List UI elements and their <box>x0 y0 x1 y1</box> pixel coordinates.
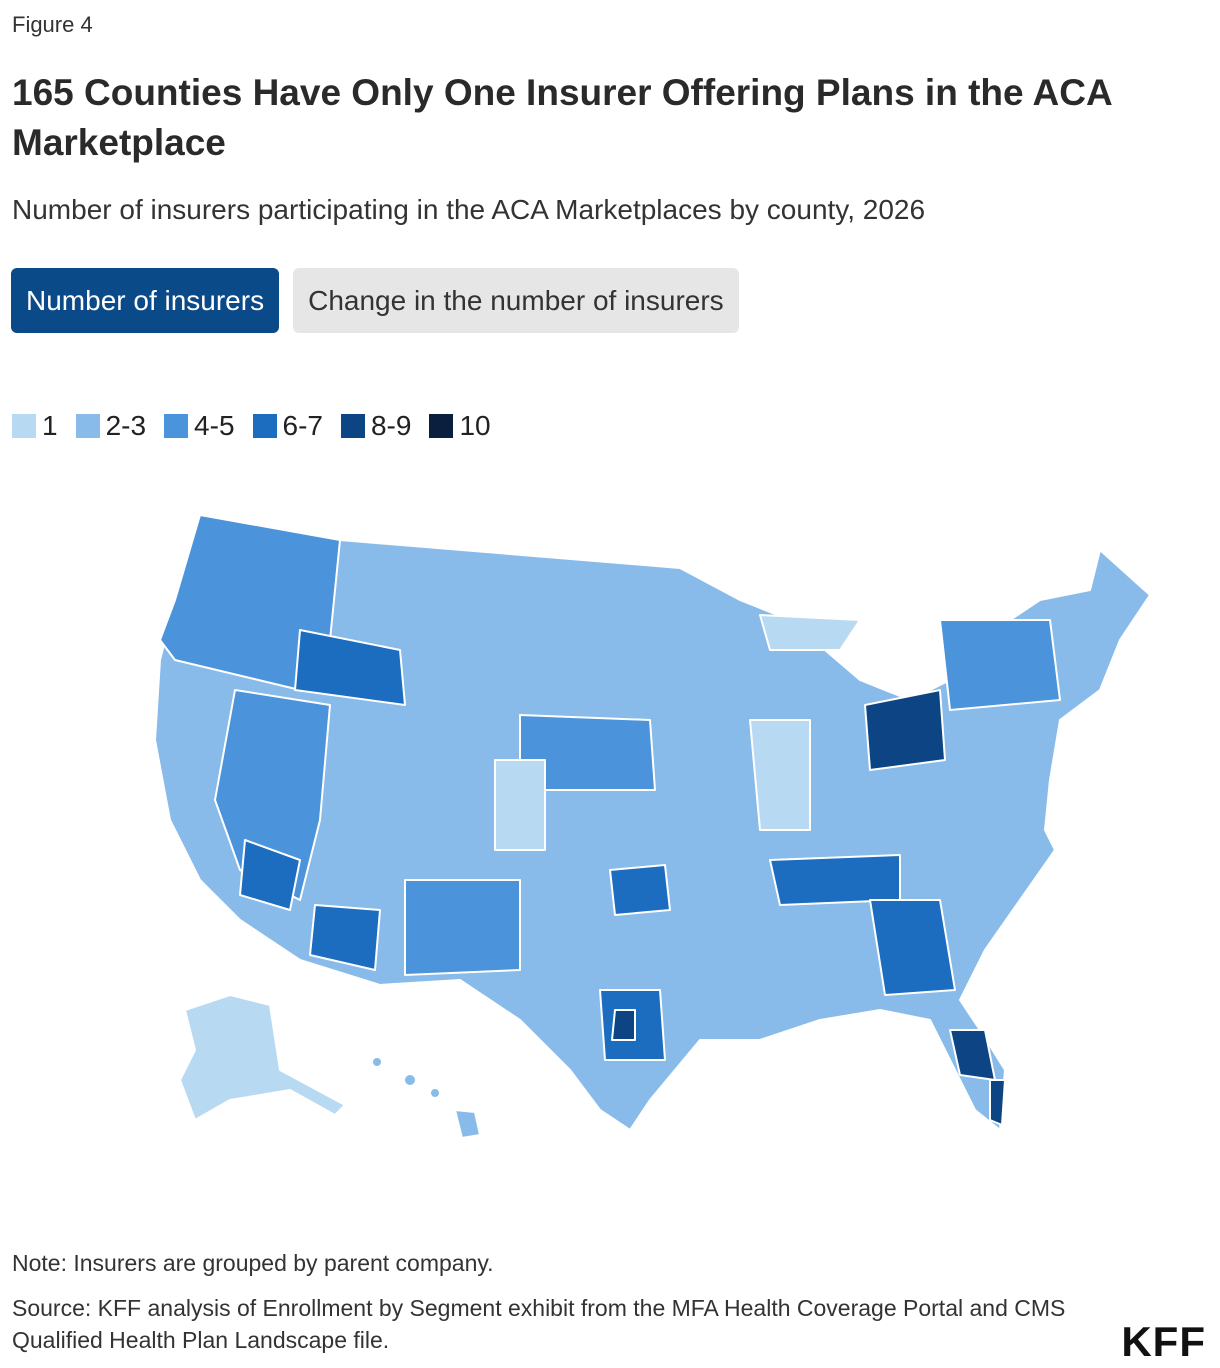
region <box>494 759 546 851</box>
tab-button[interactable]: Change in the number of insurers <box>293 268 739 333</box>
hawaii <box>371 1056 383 1068</box>
region <box>869 899 956 996</box>
note: Note: Insurers are grouped by parent com… <box>12 1250 494 1276</box>
region <box>309 904 381 971</box>
legend-label: 10 <box>459 410 491 441</box>
map <box>154 514 1151 1139</box>
region <box>939 619 1061 711</box>
legend-swatch <box>429 414 454 438</box>
legend-label: 6-7 <box>282 410 323 441</box>
region <box>769 854 901 906</box>
hawaii <box>429 1087 441 1099</box>
source: Source: KFF analysis of Enrollment by Se… <box>12 1295 1066 1353</box>
legend-swatch <box>252 414 277 438</box>
subtitle: Number of insurers participating in the … <box>12 194 926 225</box>
legend-swatch <box>12 414 36 438</box>
legend: 1 2-3 4-5 6-7 8-9 10 <box>12 410 509 442</box>
tab-button[interactable]: Number of insurers <box>11 268 280 333</box>
region <box>759 614 861 651</box>
logo: KFF <box>1121 1318 1206 1365</box>
legend-label: 1 <box>42 410 58 441</box>
region <box>294 629 406 706</box>
legend-label: 8-9 <box>370 410 412 441</box>
legend-item: 1 <box>12 410 58 442</box>
figure-label: Figure 4 <box>12 12 93 37</box>
legend-item: 2-3 <box>75 410 147 442</box>
region <box>609 864 671 916</box>
region <box>989 1079 1006 1126</box>
region <box>611 1009 636 1041</box>
legend-item: 4-5 <box>164 410 235 442</box>
legend-item: 10 <box>429 410 491 442</box>
region <box>404 879 521 976</box>
region <box>159 514 341 691</box>
legend-item: 6-7 <box>252 410 323 442</box>
legend-item: 8-9 <box>340 410 412 442</box>
legend-swatch <box>340 414 365 438</box>
legend-label: 2-3 <box>105 410 147 441</box>
hawaii <box>403 1073 417 1087</box>
tabs: Number of insurers Change in the number … <box>11 268 739 333</box>
legend-swatch <box>75 414 100 438</box>
region <box>749 719 811 831</box>
legend-label: 4-5 <box>194 410 235 441</box>
hawaii <box>454 1109 481 1139</box>
title: 165 Counties Have Only One Insurer Offer… <box>12 72 1112 163</box>
alaska <box>179 994 346 1121</box>
region <box>239 839 301 911</box>
region <box>864 689 946 771</box>
legend-swatch <box>164 414 189 438</box>
